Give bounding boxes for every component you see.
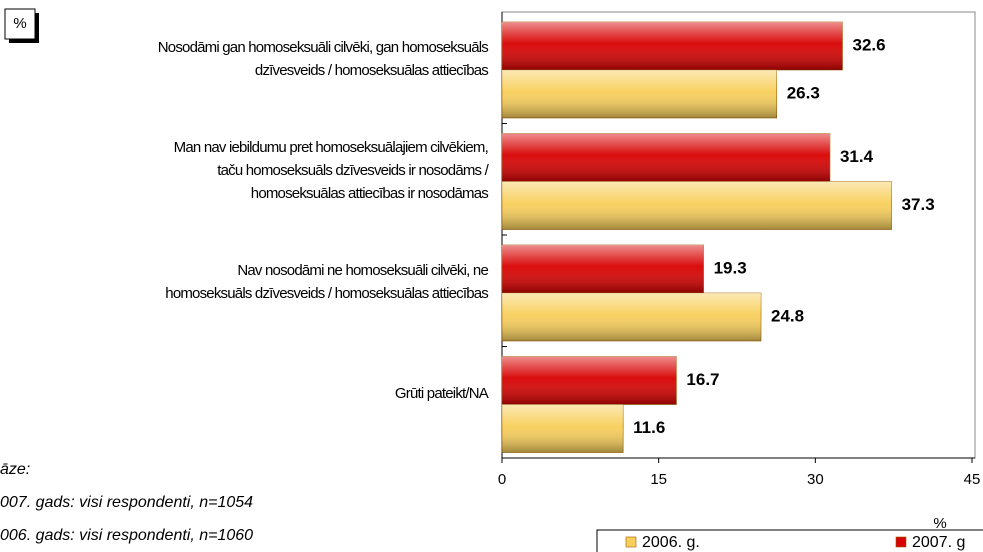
- legend-label: 2007. g: [912, 534, 965, 551]
- bar: [501, 292, 762, 342]
- category-label: dzīvesveids / homoseksuālas attiecības: [255, 62, 488, 79]
- value-label: 26.3: [787, 83, 820, 102]
- legend: [596, 529, 983, 552]
- bar: [501, 181, 892, 230]
- legend-label: 2006. g.: [642, 534, 700, 551]
- x-tick-label: 45: [964, 471, 981, 488]
- x-tick-label: 0: [498, 471, 506, 488]
- x-axis-label: %: [933, 515, 946, 532]
- category-label: Nav nosodāmi ne homoseksuāli cilvēki, ne: [237, 262, 488, 279]
- bar: [501, 404, 624, 453]
- footnote: āze:: [0, 461, 30, 478]
- value-label: 32.6: [852, 35, 885, 54]
- footnote: 007. gads: visi respondenti, n=1054: [0, 494, 253, 511]
- x-tick-label: 15: [650, 471, 667, 488]
- value-label: 37.3: [902, 195, 935, 214]
- category-label: homoseksuāls dzīvesveids / homoseksuālas…: [165, 285, 488, 302]
- category-label: Grūti pateikt/NA: [395, 385, 489, 402]
- unit-box-label: %: [13, 15, 26, 32]
- bar: [501, 244, 704, 294]
- value-label: 19.3: [714, 258, 747, 277]
- unit-box: [4, 8, 36, 40]
- legend-swatch: [625, 536, 637, 548]
- footnote: 006. gads: visi respondenti, n=1060: [0, 527, 253, 544]
- category-label: Man nav iebildumu pret homoseksuālajiem …: [174, 139, 488, 156]
- legend-swatch: [895, 536, 907, 548]
- category-label: Nosodāmi gan homoseksuāli cilvēki, gan h…: [158, 39, 489, 56]
- value-label: 16.7: [686, 370, 719, 389]
- x-tick-label: 30: [807, 471, 824, 488]
- bar: [501, 356, 677, 405]
- bar: [501, 21, 843, 71]
- value-label: 24.8: [771, 306, 804, 325]
- value-label: 11.6: [633, 418, 665, 437]
- bar: [501, 133, 831, 182]
- category-label: homoseksuālas attiecības ir nosodāmas: [251, 185, 489, 202]
- value-label: 31.4: [840, 147, 874, 166]
- category-label: taču homoseksuāls dzīvesveids ir nosodām…: [217, 162, 489, 179]
- bar: [501, 69, 777, 119]
